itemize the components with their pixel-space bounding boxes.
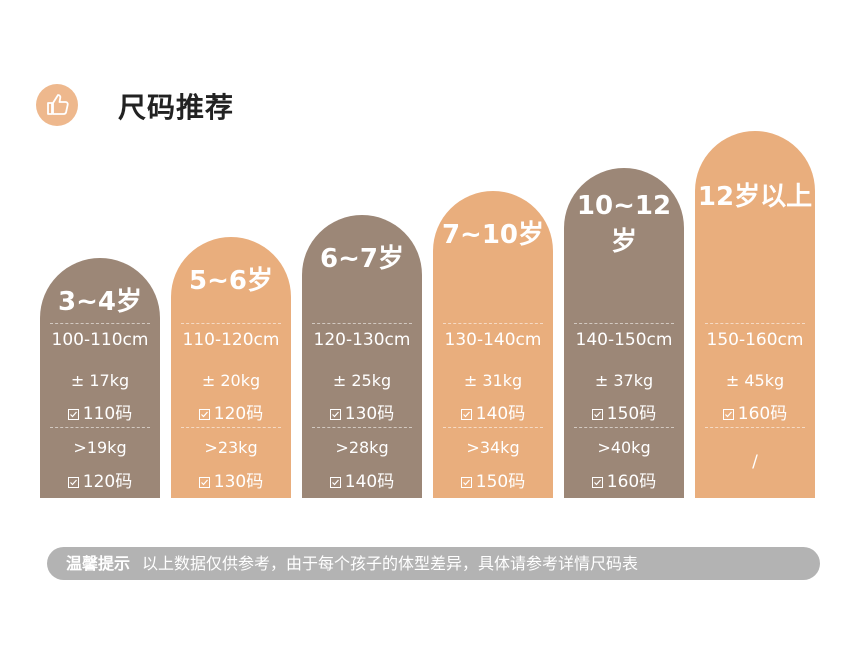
size-text: 130码 [213,472,264,492]
size: 110码 [40,399,160,424]
weight-text: >28kg [335,438,389,457]
check-icon [67,409,79,420]
check-icon [329,477,341,488]
size-column: 7~10岁 130-140cm ± 31kg 140码 >34kg 150码 [433,191,553,498]
size: 140码 [433,399,553,424]
check-icon [198,477,210,488]
height-range-text: 110-120cm [182,330,280,350]
weight-text: >40kg [597,438,651,457]
size: 120码 [40,467,160,492]
height-range: 120-130cm [302,330,422,350]
divider [443,427,543,428]
size-column: 6~7岁 120-130cm ± 25kg 130码 >28kg 140码 [302,215,422,498]
size: 150码 [564,399,684,424]
height-range: 150-160cm [695,330,815,350]
weight: ± 20kg [171,371,291,390]
check-icon [198,409,210,420]
divider [574,427,674,428]
height-range: 110-120cm [171,330,291,350]
weight: ± 17kg [40,371,160,390]
size-text: 140码 [475,404,526,424]
height-range: 130-140cm [433,330,553,350]
size-column: 12岁以上 150-160cm ± 45kg 160码 / [695,131,815,498]
size-text: 130码 [344,404,395,424]
age-label: 3~4岁 [58,287,142,317]
weight-text: ± 25kg [332,371,392,390]
weight-text: >34kg [466,438,520,457]
divider [705,427,805,428]
size: 130码 [302,399,422,424]
weight: >34kg [433,438,553,457]
size-text: 110码 [82,404,133,424]
age-label: 5~6岁 [189,266,273,296]
notice-text: 以上数据仅供参考，由于每个孩子的体型差异，具体请参考详情尺码表 [142,554,639,573]
divider [50,427,150,428]
weight-text: ± 37kg [594,371,654,390]
size: 120码 [171,399,291,424]
height-range-text: 130-140cm [444,330,542,350]
size-text: 120码 [82,472,133,492]
size: 130码 [171,467,291,492]
age-label: 7~10岁 [441,220,545,250]
check-icon [329,409,341,420]
size-text: 120码 [213,404,264,424]
size-text: 160码 [737,404,788,424]
weight: >40kg [564,438,684,457]
check-icon [591,409,603,420]
height-range-text: 150-160cm [706,330,804,350]
size: 140码 [302,467,422,492]
weight: ± 45kg [695,371,815,390]
check-icon [591,477,603,488]
size-column: 5~6岁 110-120cm ± 20kg 120码 >23kg 130码 [171,237,291,498]
divider [181,427,281,428]
height-range-text: 100-110cm [51,330,149,350]
weight: / [695,452,815,472]
check-icon [67,477,79,488]
size: 160码 [564,467,684,492]
height-range-text: 120-130cm [313,330,411,350]
divider [181,323,281,324]
weight-text: >19kg [73,438,127,457]
weight: >28kg [302,438,422,457]
weight-text: / [752,452,758,472]
height-range-text: 140-150cm [575,330,673,350]
check-icon [460,477,472,488]
weight-text: >23kg [204,438,258,457]
divider [50,323,150,324]
weight: ± 25kg [302,371,422,390]
divider [574,323,674,324]
size: 160码 [695,399,815,424]
age-label: 10~12岁 [576,191,672,257]
age-label: 6~7岁 [320,244,404,274]
notice: 温馨提示 以上数据仅供参考，由于每个孩子的体型差异，具体请参考详情尺码表 [47,547,820,580]
size: 150码 [433,467,553,492]
divider [312,427,412,428]
weight: ± 37kg [564,371,684,390]
check-icon [460,409,472,420]
notice-label: 温馨提示 [66,554,131,573]
weight-text: ± 31kg [463,371,523,390]
divider [312,323,412,324]
size-text: 150码 [606,404,657,424]
size-text: 160码 [606,472,657,492]
weight-text: ± 17kg [70,371,130,390]
weight-text: ± 45kg [725,371,785,390]
weight-text: ± 20kg [201,371,261,390]
weight: ± 31kg [433,371,553,390]
title: 尺码推荐 [118,91,235,124]
divider [443,323,543,324]
divider [705,323,805,324]
thumb-icon [36,84,78,126]
height-range: 100-110cm [40,330,160,350]
check-icon [722,409,734,420]
size-text: 150码 [475,472,526,492]
size-column: 3~4岁 100-110cm ± 17kg 110码 >19kg 120码 [40,258,160,498]
weight: >19kg [40,438,160,457]
age-label: 12岁以上 [697,182,813,212]
size-column: 10~12岁 140-150cm ± 37kg 150码 >40kg 160码 [564,168,684,498]
weight: >23kg [171,438,291,457]
height-range: 140-150cm [564,330,684,350]
size-text: 140码 [344,472,395,492]
